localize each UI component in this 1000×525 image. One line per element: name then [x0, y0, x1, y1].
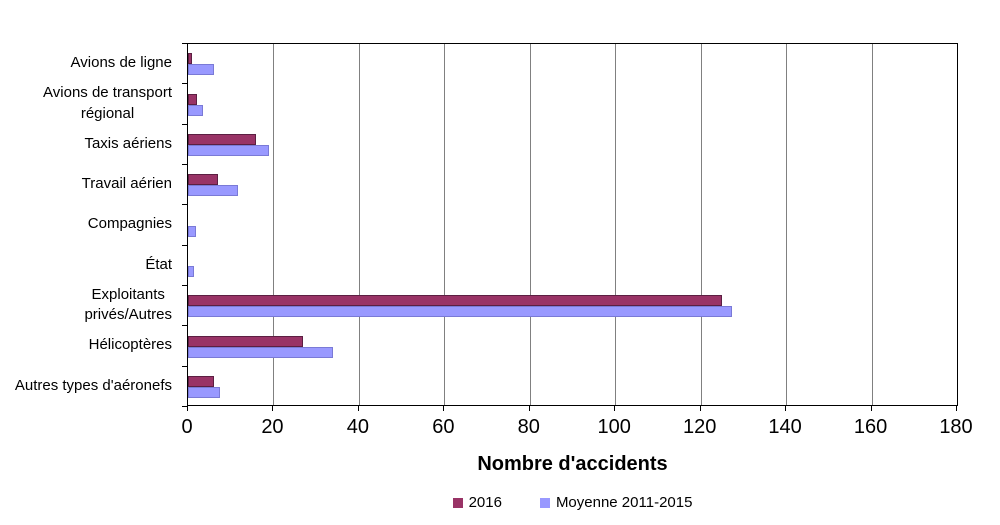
x-tick-80	[528, 406, 530, 411]
bar-2016-autres-types-d-aeronefs	[188, 375, 214, 387]
y-tick-2	[182, 123, 187, 125]
x-tick-label-40: 40	[346, 416, 369, 438]
x-tick-180	[956, 406, 957, 411]
x-tick-label-60: 60	[432, 416, 455, 438]
x-tick-40	[357, 406, 359, 411]
y-tick-3	[182, 164, 187, 165]
legend-swatch-moyenne	[539, 497, 550, 508]
x-tick-label-140: 140	[768, 416, 802, 438]
y-tick-5	[182, 244, 187, 246]
category-label-travail-aerien: Travail aérien	[81, 175, 172, 193]
category-label-autres-types-d-aeronefs: Autres types d'aéronefs	[14, 376, 172, 394]
bar-2016-exploitants-prives-autres	[188, 295, 723, 307]
y-tick-4	[182, 204, 187, 206]
x-axis-title: Nombre d'accidents	[477, 453, 668, 475]
y-tick-1	[182, 83, 187, 85]
category-label-helicopteres: Hélicoptères	[88, 336, 172, 354]
bar-moyenne-2011-2015-travail-aerien	[188, 185, 239, 197]
legend-swatch-2016	[452, 497, 463, 508]
y-tick-8	[182, 365, 187, 367]
y-tick-7	[182, 325, 187, 327]
bar-moyenne-2011-2015-avions-de-transport-regional	[188, 104, 203, 116]
y-tick-6	[182, 285, 187, 286]
bar-2016-taxis-aeriens	[188, 133, 257, 145]
plot-area	[187, 43, 958, 406]
category-label-exploitants-prives-autres: Exploitants privés/Autres	[84, 285, 172, 324]
x-tick-label-120: 120	[682, 416, 717, 438]
gridline-160	[871, 44, 873, 405]
gridline-60	[444, 44, 446, 405]
x-tick-160	[870, 406, 872, 411]
bar-moyenne-2011-2015-autres-types-d-aeronefs	[188, 386, 221, 398]
gridline-100	[615, 44, 617, 405]
category-label-compagnies: Compagnies	[87, 215, 172, 233]
bar-2016-travail-aerien	[188, 174, 218, 186]
bar-moyenne-2011-2015-compagnies	[188, 225, 196, 237]
x-tick-60	[443, 406, 445, 411]
bar-2016-avions-de-ligne	[188, 53, 193, 65]
x-tick-label-100: 100	[597, 416, 631, 438]
x-tick-0	[187, 406, 188, 411]
category-label-etat: État	[145, 255, 172, 273]
legend-item-moyenne: Moyenne 2011-2015	[539, 494, 693, 511]
x-tick-label-20: 20	[261, 416, 284, 438]
bar-2016-helicopteres	[188, 335, 304, 347]
x-tick-label-160: 160	[853, 416, 888, 438]
x-tick-label-180: 180	[939, 416, 973, 438]
category-label-taxis-aeriens: Taxis aériens	[84, 134, 172, 152]
bar-moyenne-2011-2015-avions-de-ligne	[188, 64, 215, 76]
bar-moyenne-2011-2015-etat	[188, 265, 194, 277]
gridline-120	[700, 44, 702, 405]
bar-moyenne-2011-2015-taxis-aeriens	[188, 144, 270, 156]
bar-moyenne-2011-2015-exploitants-prives-autres	[188, 306, 733, 318]
category-label-avions-de-transport-regional: Avions de transport régional	[43, 84, 172, 122]
y-tick-9	[182, 406, 187, 407]
x-tick-120	[699, 406, 701, 411]
y-tick-0	[182, 43, 187, 44]
legend-item-2016: 2016	[452, 494, 502, 511]
legend: 2016 Moyenne 2011-2015	[187, 494, 958, 511]
x-tick-140	[785, 406, 787, 411]
gridline-40	[358, 44, 360, 405]
gridline-140	[786, 44, 788, 405]
gridline-80	[529, 44, 531, 405]
gridline-20	[273, 44, 275, 405]
x-tick-label-80: 80	[517, 416, 540, 438]
bar-2016-avions-de-transport-regional	[188, 93, 197, 105]
bar-moyenne-2011-2015-helicopteres	[188, 346, 334, 358]
legend-label-2016: 2016	[468, 494, 502, 511]
x-tick-20	[272, 406, 274, 411]
category-label-avions-de-ligne: Avions de ligne	[70, 54, 172, 72]
legend-label-moyenne: Moyenne 2011-2015	[555, 494, 693, 511]
x-tick-label-0: 0	[181, 416, 193, 438]
x-tick-100	[614, 406, 616, 411]
